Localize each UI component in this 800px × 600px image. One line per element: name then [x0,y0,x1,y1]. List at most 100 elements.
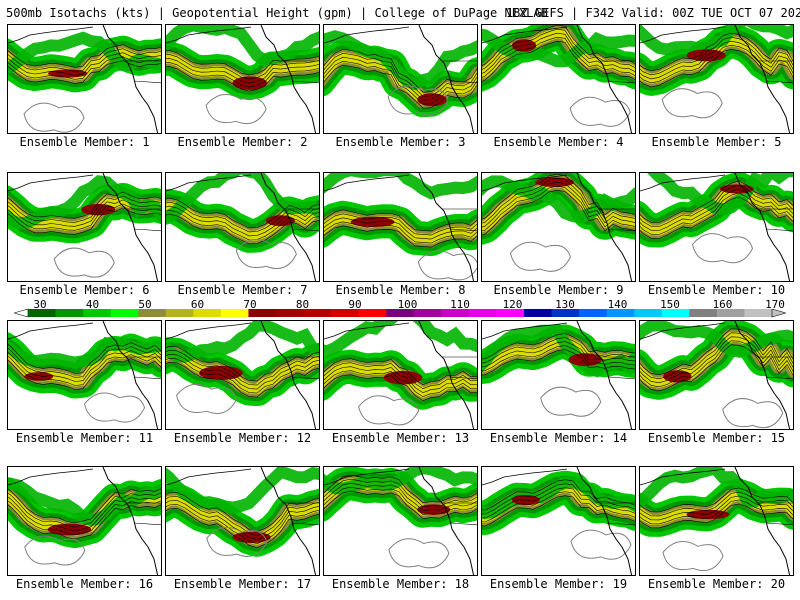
jet-max-core [686,49,726,62]
ensemble-panel [639,172,794,282]
alaska-coastline [166,322,252,340]
height-contour [324,490,477,520]
jet-max-core [81,203,116,216]
jet-band-secondary [324,321,477,358]
height-contour [482,185,635,232]
gray-contour [509,241,571,272]
colorbar-tick-label: 60 [191,299,204,311]
height-contour [482,25,635,66]
colorbar-tick-label: 140 [608,299,628,311]
gray-contour [417,250,477,281]
height-contour [324,362,477,390]
ensemble-panel [639,466,794,576]
gray-contour [206,526,268,557]
colorbar-tick-label: 110 [450,299,470,311]
colorbar-swatch [606,309,635,317]
member-label: Ensemble Member: 13 [331,431,470,445]
wind-map [640,467,793,575]
height-contour [482,173,635,220]
member-label: Ensemble Member: 17 [173,577,312,591]
height-contour [640,336,793,384]
title-bar: 500mb Isotachs (kts) | Geopotential Heig… [6,4,800,22]
gray-contour [662,541,724,572]
colorbar-swatch [248,309,277,317]
colorbar-swatch [110,309,139,317]
height-contour [8,346,161,378]
coastline [102,25,159,133]
political-border [758,502,793,526]
height-contour [8,203,161,231]
alaska-coastline [8,174,94,192]
political-border [758,208,793,232]
coastline [734,321,791,429]
gray-contour [722,398,784,429]
ensemble-panel [481,466,636,576]
coastline [734,25,791,133]
height-contour [482,491,635,523]
height-contour [640,44,793,84]
wind-map [166,321,319,429]
gray-contour [84,392,146,423]
height-contour [8,191,161,219]
height-contour [8,342,161,374]
gray-contour [569,96,631,127]
alaska-coastline [640,174,726,192]
coastline [576,321,633,429]
height-contour [640,344,793,392]
height-contour [166,49,319,76]
wind-map [8,321,161,429]
jet-max-core [663,370,692,383]
jet-max-core [383,370,423,385]
product-title: 500mb Isotachs (kts) | Geopotential Heig… [6,6,548,20]
colorbar-tick-label: 70 [243,299,256,311]
height-contour [324,56,477,101]
height-contour [640,328,793,376]
ensemble-panel [323,24,478,134]
political-border [758,60,793,84]
alaska-coastline [482,26,568,44]
colorbar-swatch [165,309,194,317]
coastline [260,321,317,429]
colorbar-swatch [276,309,305,317]
wind-map [640,173,793,281]
wind-map [482,467,635,575]
colorbar-swatch [413,309,442,317]
political-border [442,502,477,526]
colorbar-swatch [468,309,497,317]
gray-contour [176,383,238,414]
height-contour [166,61,319,88]
alaska-coastline [8,468,94,486]
wind-map [482,321,635,429]
alaska-coastline [640,468,726,486]
height-contour [324,486,477,516]
gray-contour [570,529,632,560]
height-contour [324,374,477,402]
member-label: Ensemble Member: 12 [173,431,312,445]
jet-band-secondary [482,323,635,378]
member-label: Ensemble Member: 6 [19,283,150,297]
colorbar-tick-label: 130 [555,299,575,311]
member-label: Ensemble Member: 15 [647,431,786,445]
gray-contour [205,94,267,125]
height-contour [166,357,319,394]
height-contour [482,333,635,360]
colorbar-left-arrow [14,308,29,318]
ensemble-panel [165,466,320,576]
coastline [734,467,791,575]
height-contour [8,56,161,80]
jet-max-core [350,216,395,228]
height-contour [324,225,477,248]
jet-band-secondary [166,321,319,363]
colorbar-swatch [579,309,608,317]
ensemble-panel [165,24,320,134]
ensemble-panel [481,172,636,282]
member-label: Ensemble Member: 8 [335,283,466,297]
run-valid-time: 18Z GEFS | F342 Valid: 00Z TUE OCT 07 20… [506,6,800,20]
coastline [418,321,475,429]
colorbar-tick-label: 40 [86,299,99,311]
jet-band-secondary [166,173,319,223]
height-contour [8,207,161,235]
coastline [418,467,475,575]
gray-contour [24,535,86,566]
political-border [284,502,319,526]
